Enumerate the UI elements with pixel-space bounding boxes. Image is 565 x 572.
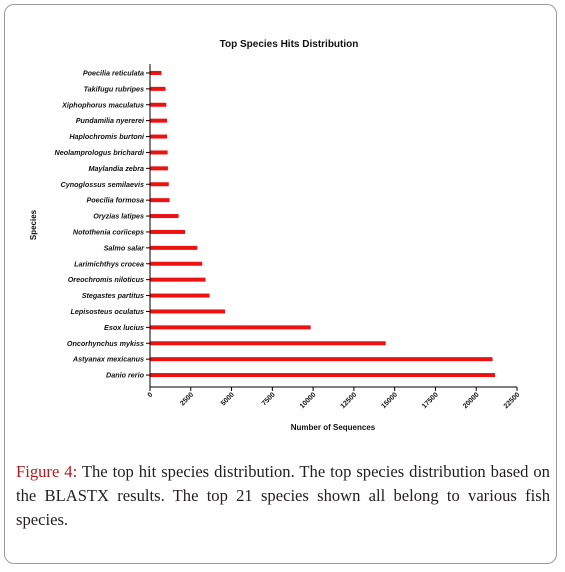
bar [150,245,198,250]
figure-caption: Figure 4: The top hit species distributi… [16,460,550,532]
bar [150,70,162,75]
x-tick-label: 10000 [299,391,318,410]
bar [150,229,186,234]
bar-chart: Top Species Hits Distribution Poecilia r… [29,39,522,432]
x-tick-label: 2500 [179,391,195,407]
category-label: Maylandia zebra [88,164,144,173]
x-tick-label: 0 [147,391,155,399]
bar [150,357,493,362]
category-label: Cynoglossus semilaevis [61,180,145,189]
category-label: Pundamilia nyererei [76,116,145,125]
caption-text: The top hit species distribution. The to… [16,462,550,529]
bar [150,118,168,123]
x-tick-label: 22500 [503,391,522,410]
bars-group [150,70,495,378]
bar [150,214,179,219]
bar [150,102,167,107]
figure-frame [4,4,557,564]
category-label: Larimichthys crocea [74,259,144,268]
category-labels: Poecilia reticulata Takifugu rubripes Xiph… [55,68,150,380]
x-axis-ticks: 0 2500 5000 7500 10000 12500 15000 17500 20000 22… [147,387,522,410]
bar [150,293,210,298]
caption-label: Figure 4: [16,462,78,481]
bar [150,198,170,203]
x-tick-label: 17500 [421,391,440,410]
bar [150,182,169,187]
bar [150,277,206,282]
chart-title: Top Species Hits Distribution [220,39,359,50]
category-label: Salmo salar [104,243,146,252]
category-label: Oryzias latipes [93,212,144,221]
x-axis-label: Number of Sequences [291,423,376,432]
category-label: Xiphophorus maculatus [61,100,144,109]
x-tick-label: 7500 [261,391,277,407]
bar [150,134,168,139]
category-label: Oncorhynchus mykiss [67,339,144,348]
category-label: Haplochromis burtoni [69,132,145,141]
bar [150,341,386,346]
category-label: Oreochromis niloticus [68,275,144,284]
category-label: Poecilia reticulata [83,68,144,77]
x-tick-label: 5000 [220,391,236,407]
bar [150,261,203,266]
category-label: Danio rerio [106,371,145,380]
x-tick-label: 15000 [380,391,399,410]
bar [150,166,168,171]
category-label: Notothenia coriiceps [73,227,144,236]
category-label: Takifugu rubripes [84,84,144,93]
category-label: Astyanax mexicanus [72,355,144,364]
x-tick-label: 12500 [340,391,359,410]
category-label: Neolamprologus brichardi [55,148,145,157]
category-label: Lepisosteus oculatus [71,307,145,316]
bar [150,309,226,314]
category-label: Esox lucius [104,323,144,332]
category-label: Poecilia formosa [86,196,144,205]
x-tick-label: 20000 [462,391,481,410]
bar [150,373,495,378]
category-label: Stegastes partitus [82,291,144,300]
bar [150,325,311,330]
bar [150,150,168,155]
bar [150,86,166,91]
y-axis-label: Species [29,209,38,240]
